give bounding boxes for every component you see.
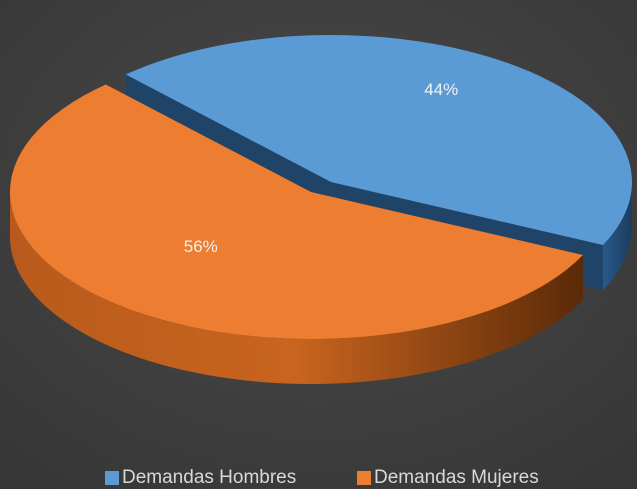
data-label: 56% (184, 237, 218, 256)
legend-swatch (105, 471, 119, 485)
slice (9, 84, 583, 340)
data-label: 44% (424, 80, 458, 99)
slice-wall (602, 182, 632, 291)
slice (125, 35, 632, 246)
legend-label: Demandas Hombres (122, 467, 296, 488)
legend-swatch (357, 471, 371, 485)
legend-label: Demandas Mujeres (374, 467, 539, 488)
slice-wall (10, 192, 583, 384)
